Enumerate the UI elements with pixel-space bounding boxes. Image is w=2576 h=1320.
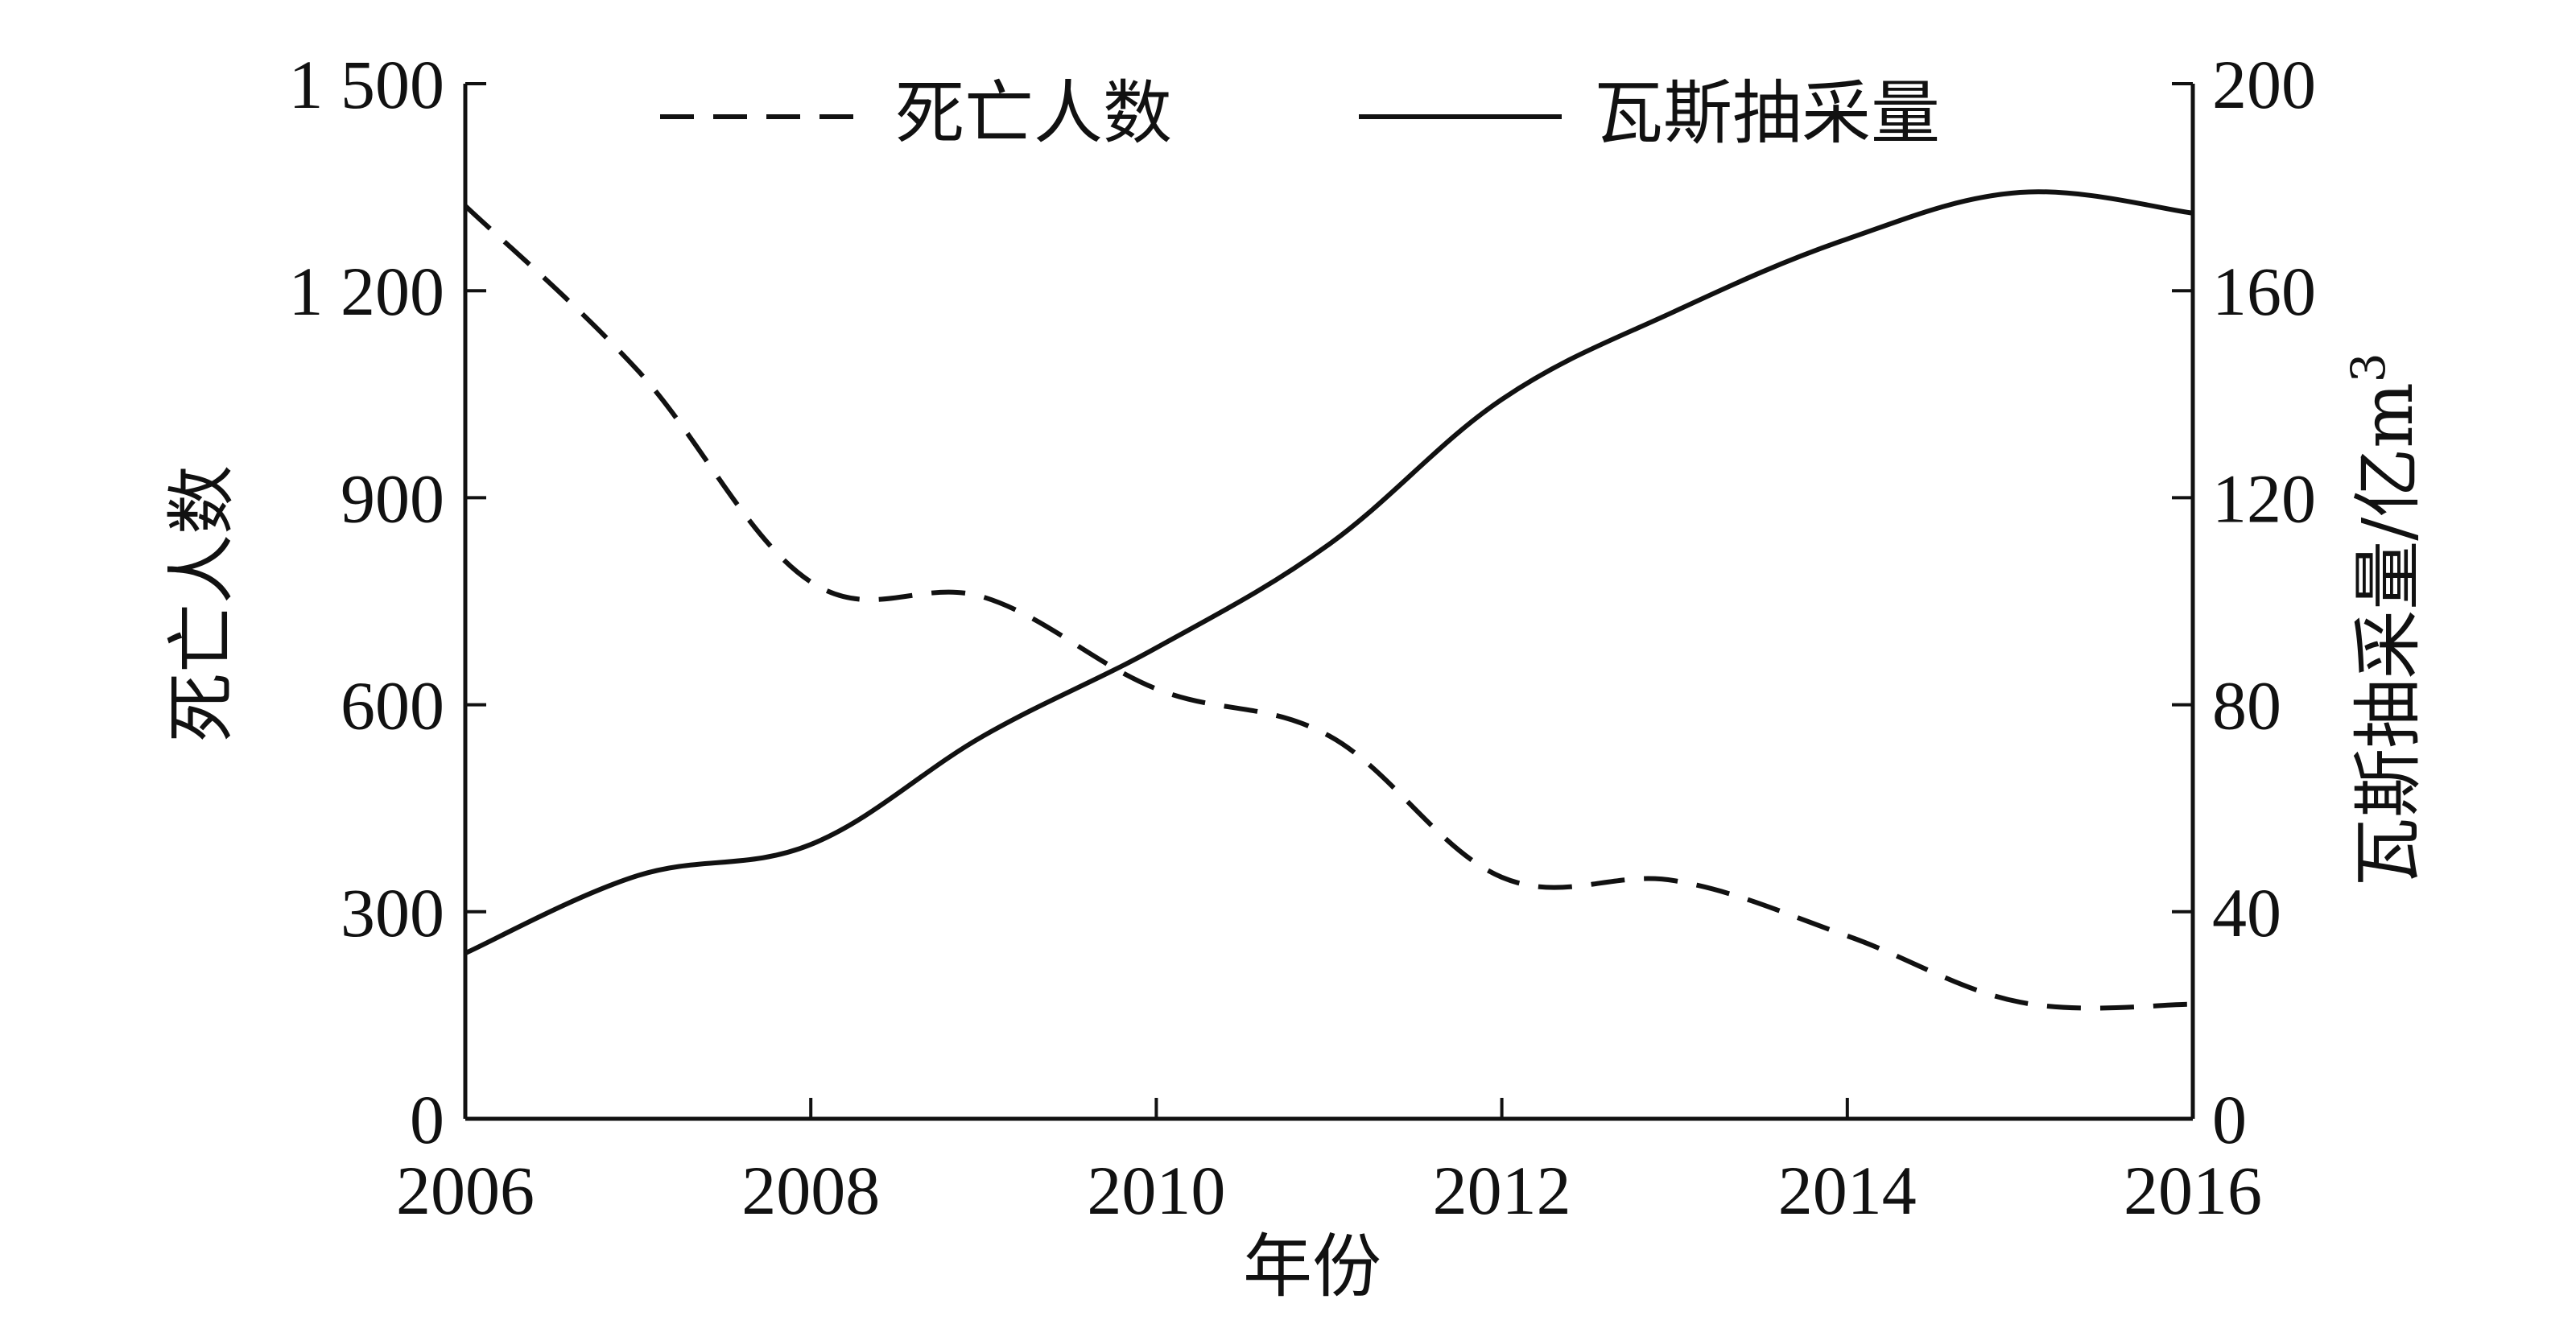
plot-frame	[463, 84, 2195, 1121]
y-left-tick-label: 900	[341, 460, 444, 537]
series-layer	[463, 189, 2194, 1011]
legend-item: 死亡人数	[660, 73, 1172, 154]
series-line-solid	[464, 189, 2194, 955]
x-tick-label: 2016	[2124, 1152, 2262, 1229]
x-tick-label: 2012	[1433, 1152, 1571, 1229]
y-right-tick-label: 80	[2212, 667, 2281, 745]
y-right-tick-label: 40	[2212, 874, 2281, 951]
x-tick-label: 2014	[1778, 1152, 1917, 1229]
x-tick-label: 2006	[396, 1152, 535, 1229]
y-right-axis-title: 瓦斯抽采量/亿m3	[2341, 353, 2429, 886]
y-right-axis-title-main: 瓦斯抽采量/亿m	[2348, 382, 2429, 887]
y-right-tick-label: 200	[2212, 46, 2316, 123]
legend-label: 死亡人数	[895, 73, 1172, 154]
y-left-axis-ticks: 0 300 600 900 1 200 1 500	[289, 46, 486, 1158]
legend-item: 瓦斯抽采量	[1359, 73, 1940, 154]
y-left-tick-label: 1 200	[289, 253, 445, 330]
y-right-axis-title-superscript: 3	[2341, 353, 2396, 382]
y-left-tick-label: 0	[410, 1081, 444, 1158]
y-right-axis-ticks: 0 40 80 120 160 200	[2172, 46, 2316, 1158]
y-right-tick-label: 120	[2212, 460, 2316, 537]
y-left-axis-title: 死亡人数	[162, 465, 242, 742]
y-left-tick-label: 600	[341, 667, 444, 745]
legend-label: 瓦斯抽采量	[1594, 73, 1940, 154]
y-left-tick-label: 300	[341, 874, 444, 951]
series-line-dashed	[463, 204, 2194, 1011]
y-right-tick-label: 0	[2212, 1081, 2247, 1158]
x-axis-title: 年份	[1243, 1227, 1381, 1307]
x-tick-label: 2010	[1087, 1152, 1225, 1229]
y-right-tick-label: 160	[2212, 253, 2316, 330]
y-left-tick-label: 1 500	[289, 46, 445, 123]
x-tick-label: 2008	[741, 1152, 880, 1229]
x-axis-ticks: 2006 2008 2010 2012 2014 2016	[396, 1098, 2262, 1229]
legend: 死亡人数 瓦斯抽采量	[660, 73, 1940, 154]
